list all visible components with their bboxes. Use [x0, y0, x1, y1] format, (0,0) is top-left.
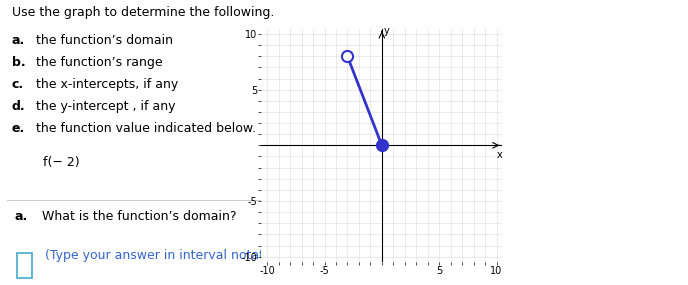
Text: Use the graph to determine the following.: Use the graph to determine the following… — [12, 6, 275, 19]
Text: f(− 2): f(− 2) — [43, 156, 79, 169]
Text: the y-intercept , if any: the y-intercept , if any — [32, 100, 176, 113]
FancyBboxPatch shape — [17, 253, 32, 278]
Text: x: x — [497, 150, 503, 160]
Text: the function’s range: the function’s range — [32, 56, 163, 69]
Text: e.: e. — [12, 122, 25, 135]
Text: the x-intercepts, if any: the x-intercepts, if any — [32, 78, 179, 91]
Text: y: y — [384, 26, 390, 36]
Text: d.: d. — [12, 100, 25, 113]
Text: c.: c. — [12, 78, 24, 91]
Text: b.: b. — [12, 56, 25, 69]
Text: the function value indicated below.: the function value indicated below. — [32, 122, 257, 135]
Text: What is the function’s domain?: What is the function’s domain? — [34, 210, 237, 223]
Text: the function’s domain: the function’s domain — [32, 34, 173, 47]
Text: (Type your answer in interval notation.): (Type your answer in interval notation.) — [45, 249, 292, 262]
Text: a.: a. — [14, 210, 28, 223]
Text: a.: a. — [12, 34, 25, 47]
